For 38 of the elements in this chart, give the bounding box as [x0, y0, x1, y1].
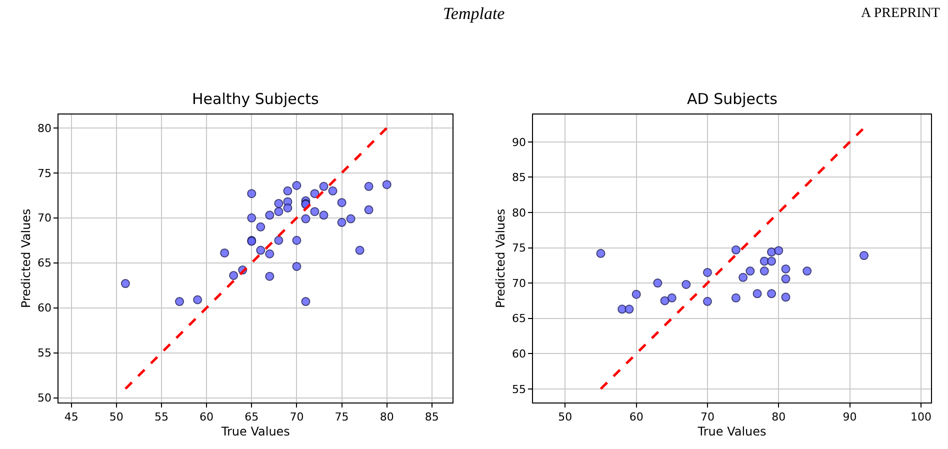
y-tick-label: 60	[512, 347, 526, 360]
x-tick-label: 70	[700, 410, 714, 424]
x-tick-label: 50	[558, 410, 572, 424]
x-tick-label: 50	[109, 410, 124, 424]
x-tick-label: 70	[290, 410, 304, 424]
text: A PREPRINT	[861, 6, 940, 21]
y-tick-label: 80	[38, 122, 52, 135]
y-tick-label: 55	[512, 382, 526, 396]
y-tick-label: 65	[38, 256, 52, 270]
y-tick-label: 75	[512, 242, 526, 255]
x-tick-label: 80	[380, 410, 394, 424]
y-axis-title: Predicted Values	[493, 208, 508, 308]
x-tick-label: 60	[200, 410, 214, 424]
x-tick-label: 80	[772, 410, 786, 424]
y-axis-title: Predicted Values	[18, 208, 33, 308]
x-tick-label: 75	[334, 410, 349, 424]
x-tick-label: 85	[424, 410, 439, 424]
y-tick-label: 70	[512, 276, 526, 290]
x-axis-title: True Values	[696, 424, 766, 438]
chart-title: Healthy Subjects	[192, 90, 319, 108]
y-tick-label: 85	[512, 171, 526, 184]
chart-title: AD Subjects	[687, 90, 778, 108]
x-tick-label: 45	[64, 410, 78, 424]
x-tick-label: 90	[842, 410, 857, 424]
x-axis-title: True Values	[220, 424, 290, 438]
x-tick-label: 65	[244, 410, 259, 424]
y-tick-label: 50	[38, 392, 52, 405]
y-tick-label: 80	[512, 206, 526, 220]
x-tick-label: 55	[154, 410, 168, 424]
y-tick-label: 60	[38, 302, 52, 315]
text: Template	[443, 4, 506, 23]
x-tick-label: 100	[910, 410, 932, 424]
y-tick-label: 65	[512, 312, 526, 326]
y-tick-label: 55	[38, 346, 52, 360]
y-tick-label: 90	[512, 136, 526, 149]
x-tick-label: 60	[629, 410, 644, 424]
y-tick-label: 75	[38, 166, 52, 180]
y-tick-label: 70	[38, 212, 52, 225]
